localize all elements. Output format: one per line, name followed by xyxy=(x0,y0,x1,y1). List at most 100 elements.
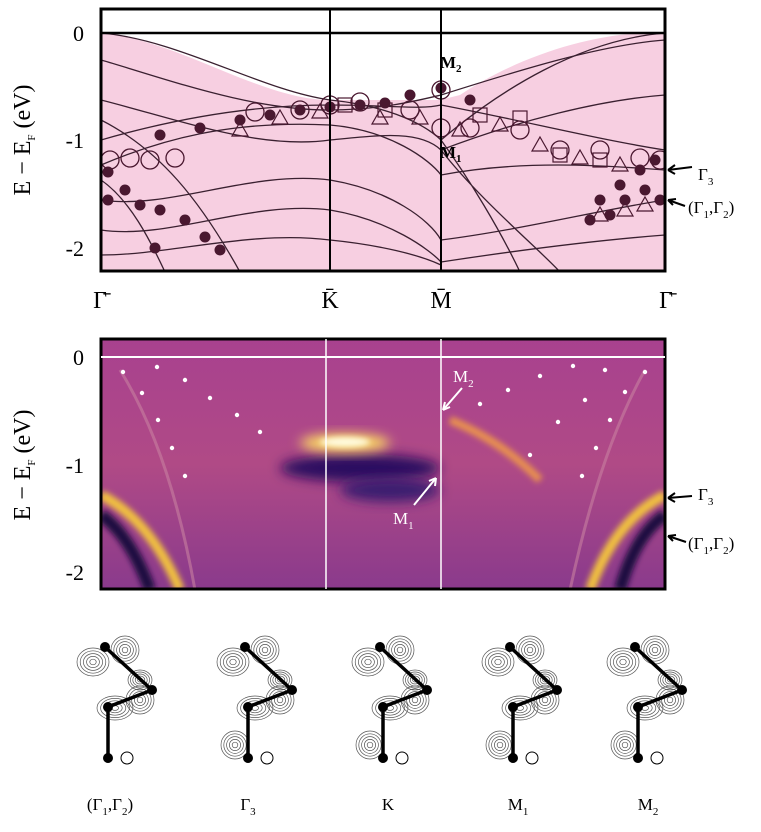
marker xyxy=(634,164,646,176)
contour xyxy=(272,673,288,687)
atom xyxy=(525,751,539,765)
y-tick-label: -2 xyxy=(66,560,84,585)
contour xyxy=(132,673,148,687)
contour xyxy=(116,641,134,659)
contour xyxy=(110,635,140,665)
contour xyxy=(409,675,421,685)
y-tick-label: -1 xyxy=(66,453,84,478)
contour xyxy=(491,736,509,754)
marker xyxy=(592,152,608,168)
marker xyxy=(120,369,126,375)
arrow xyxy=(667,198,686,207)
marker xyxy=(154,364,160,370)
contour xyxy=(253,638,277,662)
contour xyxy=(276,696,284,704)
marker xyxy=(510,120,530,140)
contour xyxy=(609,650,637,674)
arrow xyxy=(442,387,463,411)
contour xyxy=(411,696,419,704)
contour xyxy=(119,644,131,656)
marker xyxy=(505,387,511,393)
marker xyxy=(165,148,185,168)
contour xyxy=(606,647,640,677)
band-line xyxy=(101,32,665,141)
marker xyxy=(182,473,188,479)
band-line xyxy=(101,94,665,151)
contour xyxy=(488,653,508,671)
marker xyxy=(101,150,120,170)
annotation: M2 xyxy=(440,53,462,75)
marker xyxy=(602,367,608,373)
annotation: M1 xyxy=(440,143,462,165)
annotation: M2 xyxy=(453,367,474,390)
atom xyxy=(378,753,388,763)
atom xyxy=(100,642,110,652)
marker xyxy=(635,195,655,212)
contour xyxy=(96,695,134,721)
contour xyxy=(505,698,535,718)
intensity-feature xyxy=(614,510,665,589)
contour xyxy=(361,656,375,668)
marker xyxy=(512,110,528,126)
orbital-group xyxy=(76,635,687,765)
marker xyxy=(619,194,631,206)
contour xyxy=(515,635,545,665)
contour xyxy=(130,671,150,689)
marker xyxy=(400,100,420,120)
bond xyxy=(243,645,296,758)
contour xyxy=(364,658,372,666)
contour xyxy=(223,733,247,757)
marker xyxy=(590,205,610,222)
contour xyxy=(660,671,680,689)
marker xyxy=(570,363,576,369)
marker xyxy=(614,179,626,191)
marker xyxy=(120,148,140,168)
contour xyxy=(396,646,404,654)
k-label: K̄ xyxy=(321,288,339,314)
band-line xyxy=(101,177,665,241)
atom xyxy=(378,702,388,712)
marker xyxy=(194,122,206,134)
marker xyxy=(615,200,635,217)
intensity-feature xyxy=(118,369,647,589)
marker xyxy=(290,100,310,120)
contour xyxy=(613,653,633,671)
contour xyxy=(616,736,634,754)
contour xyxy=(261,646,269,654)
marker xyxy=(642,369,648,375)
contour xyxy=(402,669,428,691)
atom xyxy=(633,753,643,763)
atom xyxy=(120,751,134,765)
contour xyxy=(613,733,637,757)
contour xyxy=(223,653,243,671)
contour xyxy=(535,671,555,689)
contour xyxy=(361,736,379,754)
atom xyxy=(260,751,274,765)
contour xyxy=(657,669,683,691)
bond xyxy=(508,645,561,758)
marker xyxy=(270,108,290,125)
annotation: M1 xyxy=(393,509,414,532)
atom xyxy=(677,685,687,695)
contour xyxy=(83,653,103,671)
marker xyxy=(550,140,570,160)
contour xyxy=(621,741,629,749)
intensity-feature xyxy=(320,437,370,447)
marker xyxy=(490,115,510,132)
contour xyxy=(646,641,664,659)
atom xyxy=(375,642,385,652)
contour xyxy=(358,733,382,757)
contour xyxy=(494,658,502,666)
contour xyxy=(267,669,293,691)
contour xyxy=(113,638,137,662)
marker xyxy=(264,109,276,121)
contour xyxy=(388,638,412,662)
marker xyxy=(555,419,561,425)
marker xyxy=(377,102,393,118)
atom xyxy=(505,642,515,652)
marker xyxy=(154,204,166,216)
contour xyxy=(79,650,107,674)
contour xyxy=(366,741,374,749)
marker xyxy=(230,120,250,137)
